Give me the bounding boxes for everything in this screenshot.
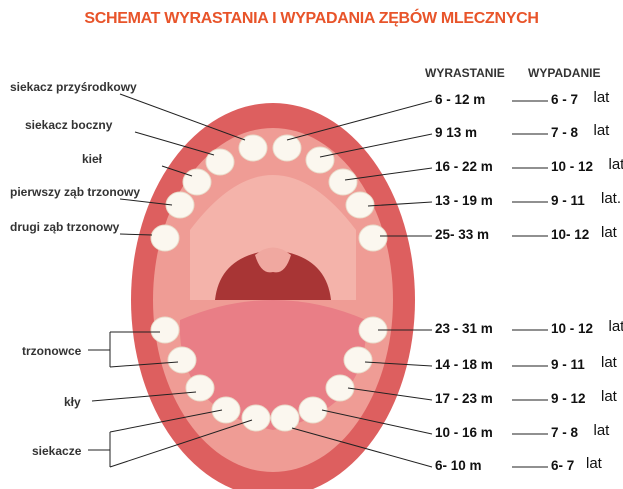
leader-line [119, 233, 153, 236]
tooth [328, 168, 358, 196]
tooth-label: drugi ząb trzonowy [10, 220, 120, 234]
header-erupt: WYRASTANIE [425, 66, 505, 80]
leader-line [347, 387, 433, 401]
leader-line [109, 419, 253, 468]
tooth [270, 404, 300, 432]
age-unit: lat [601, 354, 617, 371]
erupt-age: 6 - 12 m [435, 92, 486, 107]
shed-age: 10 - 12 [551, 159, 594, 174]
age-unit: lat [601, 388, 617, 405]
leader-line [364, 361, 433, 367]
tooth-label: siekacze [32, 444, 82, 458]
throat [215, 250, 331, 300]
erupt-age: 14 - 18 m [435, 357, 493, 372]
tooth [211, 396, 241, 424]
tooth [298, 396, 328, 424]
age-unit: lat [593, 122, 610, 139]
age-unit: lat [601, 224, 617, 241]
erupt-age: 16 - 22 m [435, 159, 493, 174]
leader-line [367, 201, 433, 207]
tooth-label: trzonowce [22, 344, 82, 358]
leader-line [119, 93, 246, 141]
erupt-age: 6- 10 m [435, 458, 482, 473]
tooth-label: kły [64, 395, 81, 409]
leader-line [344, 167, 433, 181]
tooth [272, 134, 302, 162]
shed-age: 9 - 11 [551, 357, 585, 372]
age-unit: lat [586, 455, 602, 472]
tooth [150, 316, 180, 344]
tooth [182, 168, 212, 196]
page-title: SCHEMAT WYRASTANIA I WYPADANIA ZĘBÓW MLE… [84, 10, 539, 27]
tooth [305, 146, 335, 174]
erupt-age: 25- 33 m [435, 227, 490, 242]
age-unit: lat. [601, 190, 622, 207]
leader-line [91, 391, 197, 402]
uvula [255, 247, 291, 273]
tooth [345, 191, 375, 219]
tooth [241, 404, 271, 432]
tooth [167, 346, 197, 374]
tooth-label: pierwszy ząb trzonowy [10, 185, 141, 199]
leader-line [119, 198, 173, 206]
tooth [358, 224, 388, 252]
tooth [185, 374, 215, 402]
shed-age: 6 - 7 [551, 92, 579, 107]
shed-age: 7 - 8 [551, 425, 579, 440]
tooth-label: kieł [82, 152, 103, 166]
shed-age: 9 - 11 [551, 193, 585, 208]
tooth [205, 148, 235, 176]
leader-line [134, 131, 215, 156]
tooth-label: siekacz boczny [25, 118, 113, 132]
tooth-label: siekacz przyśrodkowy [10, 80, 137, 94]
age-unit: lat [593, 422, 610, 439]
shed-age: 6- 7 [551, 458, 575, 473]
header-shed: WYPADANIE [528, 66, 601, 80]
leader-line [291, 427, 433, 468]
erupt-age: 17 - 23 m [435, 391, 493, 406]
tooth [343, 346, 373, 374]
tooth [165, 191, 195, 219]
age-unit: lat [593, 89, 610, 106]
shed-age: 7 - 8 [551, 125, 579, 140]
leader-line [161, 165, 193, 177]
erupt-age: 13 - 19 m [435, 193, 493, 208]
leader-line [109, 409, 223, 433]
tooth [150, 224, 180, 252]
shed-age: 9 - 12 [551, 391, 586, 406]
leader-line [319, 133, 433, 158]
leader-line [109, 361, 179, 368]
tooth [325, 374, 355, 402]
tooth [238, 134, 268, 162]
leader-line [321, 409, 433, 435]
erupt-age: 10 - 16 m [435, 425, 493, 440]
age-unit: lat [608, 318, 623, 335]
age-unit: lat [608, 156, 623, 173]
erupt-age: 9 13 m [435, 125, 478, 140]
leader-line [286, 100, 433, 141]
erupt-age: 23 - 31 m [435, 321, 493, 336]
shed-age: 10- 12 [551, 227, 590, 242]
shed-age: 10 - 12 [551, 321, 594, 336]
